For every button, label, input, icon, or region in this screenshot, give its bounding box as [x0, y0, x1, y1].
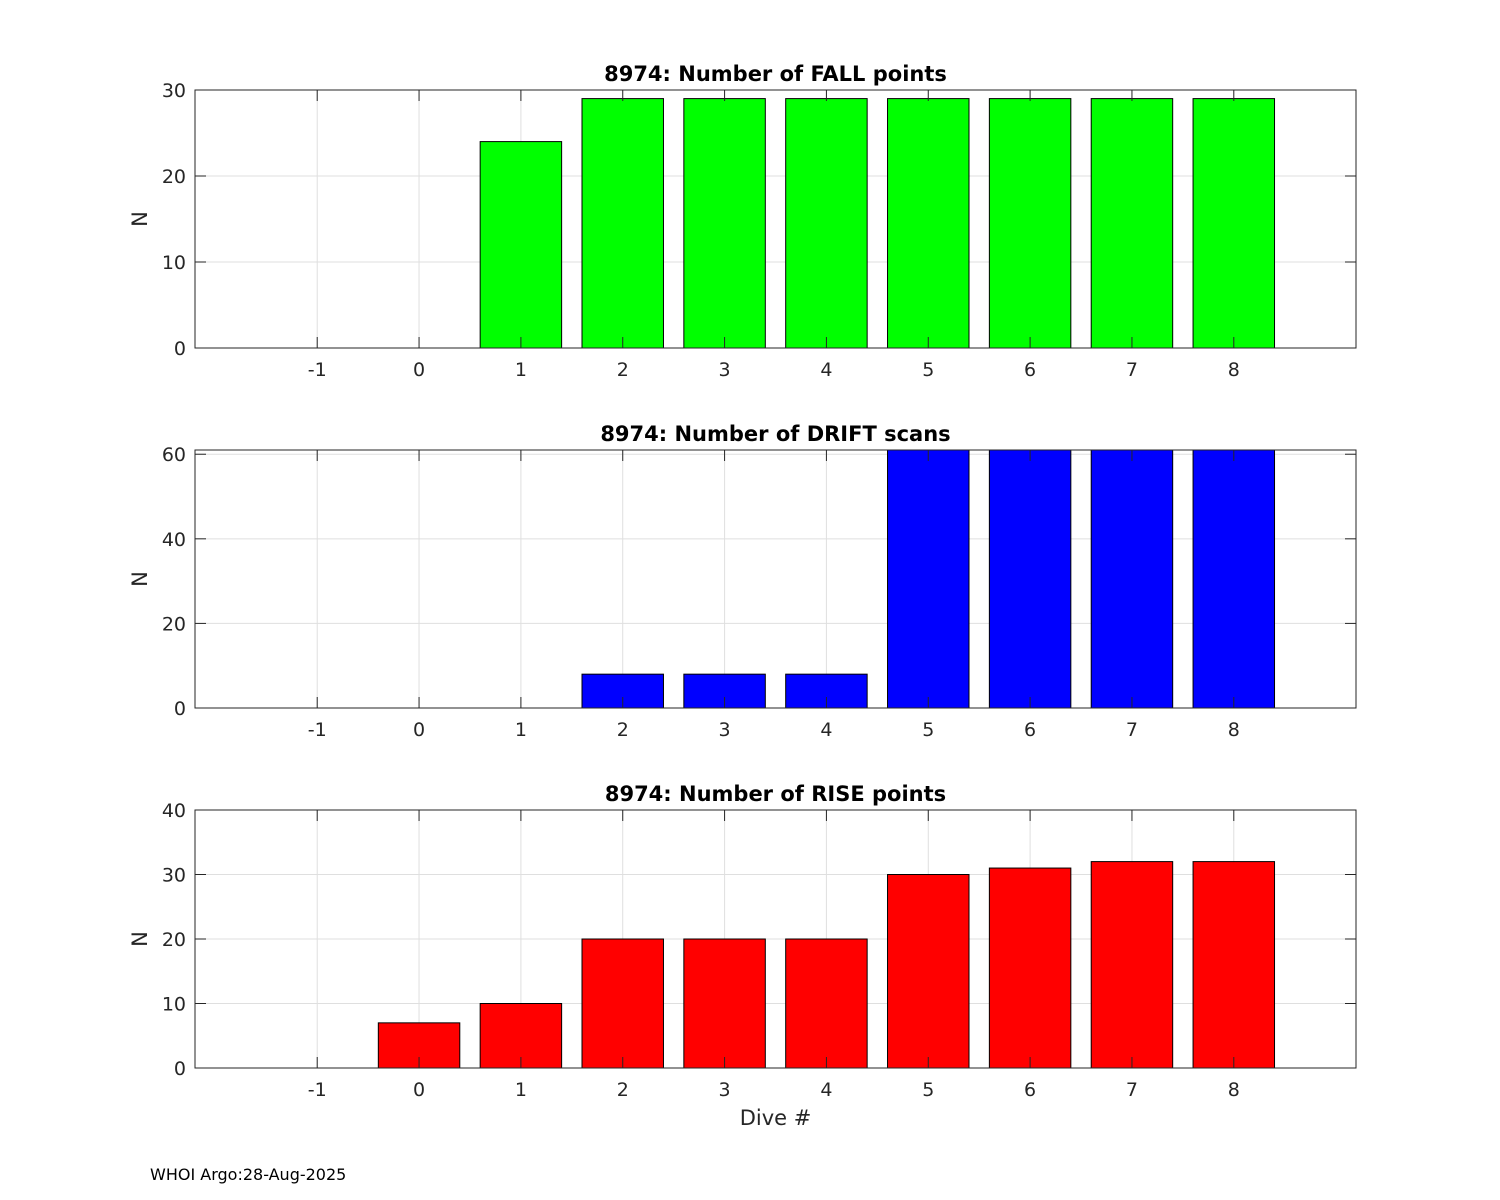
x-tick-label: 4: [820, 359, 832, 381]
x-tick-label: 2: [617, 719, 629, 741]
x-tick-label: 8: [1228, 359, 1240, 381]
x-tick-label: 0: [413, 719, 425, 741]
y-tick-label: 0: [174, 338, 186, 360]
y-tick-label: 30: [162, 80, 186, 102]
x-tick-label: 3: [719, 359, 731, 381]
bar-fall-5: [887, 98, 970, 349]
bar-rise-6: [988, 867, 1072, 1069]
chart-rise: -1 0 1 2 3 4 5 6 7 8 0 10 20 30 40 8974: Number of RISE…: [128, 782, 1357, 1130]
x-tick-label: 8: [1228, 1079, 1240, 1101]
y-tick-label: 40: [162, 529, 186, 551]
x-tick-label: 7: [1126, 359, 1138, 381]
x-tick-label: 5: [922, 359, 934, 381]
y-tick-label: 0: [174, 1058, 186, 1080]
bar-fall-4: [785, 98, 868, 349]
y-tick-label: 30: [162, 865, 186, 887]
y-axis-label-fall: N: [128, 211, 152, 227]
axes-box-fall: [194, 89, 1357, 349]
y-tick-label: 40: [162, 800, 186, 822]
x-tick-label: 1: [515, 359, 527, 381]
y-tick-label: 10: [162, 994, 186, 1016]
bar-drift-6: [988, 449, 1072, 709]
axes-box-drift: [194, 449, 1357, 709]
x-tick-label: -1: [308, 719, 327, 741]
x-tick-label: 1: [515, 1079, 527, 1101]
x-tick-label: 7: [1126, 1079, 1138, 1101]
x-tick-label: 3: [719, 719, 731, 741]
bar-rise-2: [581, 938, 664, 1069]
bar-fall-3: [683, 98, 766, 349]
y-tick-label: 20: [162, 613, 186, 635]
bar-fall-7: [1090, 98, 1174, 349]
bar-drift-5: [887, 449, 970, 709]
y-axis-label-drift: N: [128, 571, 152, 587]
y-tick-label: 0: [174, 698, 186, 720]
x-tick-label: 8: [1228, 719, 1240, 741]
bar-fall-6: [988, 98, 1072, 349]
x-tick-label: 7: [1126, 719, 1138, 741]
bar-rise-8: [1192, 861, 1276, 1069]
plot-area-drift: [195, 450, 1356, 708]
x-tick-label: 0: [413, 359, 425, 381]
x-tick-label: 3: [719, 1079, 731, 1101]
bar-rise-5: [887, 874, 970, 1069]
x-tick-label: 6: [1024, 1079, 1036, 1101]
x-tick-label: 5: [922, 719, 934, 741]
bar-fall-8: [1192, 98, 1276, 349]
bar-rise-3: [683, 938, 766, 1069]
bar-drift-8: [1192, 449, 1276, 709]
x-tick-label: 0: [413, 1079, 425, 1101]
y-tick-label: 10: [162, 252, 186, 274]
bar-fall-2: [581, 98, 664, 349]
x-tick-label: 5: [922, 1079, 934, 1101]
x-tick-label: 4: [820, 719, 832, 741]
x-tick-label: 2: [617, 359, 629, 381]
y-tick-label: 20: [162, 929, 186, 951]
chart-title-drift: 8974: Number of DRIFT scans: [600, 422, 950, 446]
y-tick-label: 60: [162, 444, 186, 466]
bar-drift-7: [1090, 449, 1174, 709]
chart-fall: -1 0 1 2 3 4 5 6 7 8 0 10 20 30 8974: Number of FALL p…: [128, 62, 1357, 381]
x-tick-label: -1: [308, 1079, 327, 1101]
y-tick-label: 20: [162, 166, 186, 188]
x-axis-label-rise: Dive #: [740, 1106, 812, 1130]
plot-area-fall: [195, 90, 1356, 348]
chart-title-fall: 8974: Number of FALL points: [604, 62, 947, 86]
y-axis-label-rise: N: [128, 931, 152, 947]
x-tick-label: 2: [617, 1079, 629, 1101]
x-tick-label: 6: [1024, 719, 1036, 741]
footer-credit: WHOI Argo:28-Aug-2025: [150, 1165, 347, 1184]
x-tick-label: 1: [515, 719, 527, 741]
x-tick-label: 6: [1024, 359, 1036, 381]
chart-drift: -1 0 1 2 3 4 5 6 7 8 0 20 40 60 8974: Number of DRIFT …: [128, 422, 1357, 741]
bar-rise-7: [1090, 861, 1174, 1069]
x-tick-label: -1: [308, 359, 327, 381]
bar-rise-4: [785, 938, 868, 1069]
x-tick-label: 4: [820, 1079, 832, 1101]
bar-fall-1: [479, 141, 563, 349]
chart-title-rise: 8974: Number of RISE points: [605, 782, 946, 806]
